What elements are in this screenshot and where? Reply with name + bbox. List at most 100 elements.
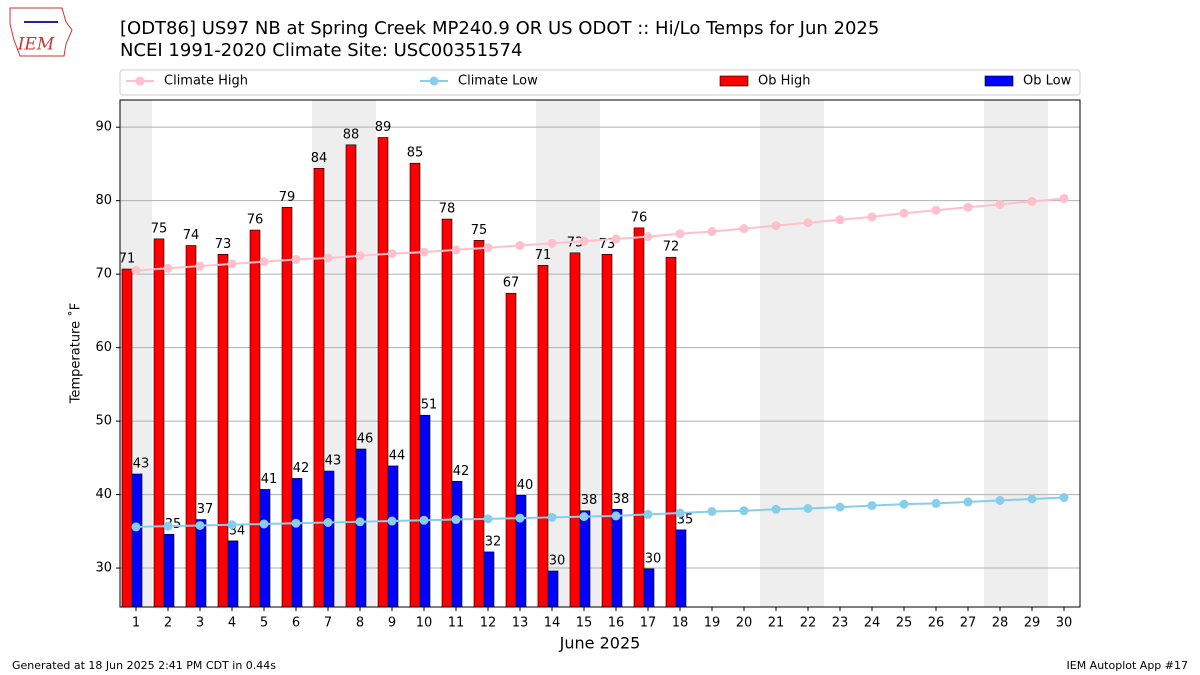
y-tick-label: 90 — [95, 120, 112, 135]
line-marker — [803, 218, 813, 228]
line-marker — [995, 495, 1005, 505]
bar — [515, 495, 527, 608]
bar — [441, 218, 453, 608]
bar — [633, 227, 645, 608]
x-tick-label: 8 — [356, 616, 364, 631]
value-label: 37 — [197, 502, 214, 517]
bar — [665, 256, 677, 608]
chart-title: [ODT86] US97 NB at Spring Creek MP240.9 … — [120, 18, 879, 39]
bar — [579, 510, 591, 608]
line-marker — [451, 245, 461, 255]
line-marker — [1059, 493, 1069, 503]
value-label: 42 — [453, 464, 470, 479]
bar — [387, 465, 399, 608]
line-marker — [643, 509, 653, 519]
y-tick-label: 70 — [95, 267, 112, 282]
line-marker — [1059, 193, 1069, 203]
line-marker — [963, 202, 973, 212]
legend-marker — [429, 76, 439, 86]
line-marker — [515, 240, 525, 250]
value-label: 85 — [407, 146, 424, 161]
y-tick-label: 40 — [95, 487, 112, 502]
x-tick-label: 26 — [928, 616, 945, 631]
line-marker — [163, 521, 173, 531]
x-tick-label: 1 — [132, 616, 140, 631]
x-tick-label: 24 — [864, 616, 881, 631]
bar — [473, 240, 485, 608]
x-tick-label: 17 — [640, 616, 657, 631]
line-marker — [803, 504, 813, 514]
line-marker — [259, 519, 269, 529]
line-marker — [771, 504, 781, 514]
value-label: 72 — [663, 240, 680, 255]
line-marker — [963, 497, 973, 507]
x-tick-label: 23 — [832, 616, 849, 631]
x-tick-label: 16 — [608, 616, 625, 631]
line-marker — [995, 199, 1005, 209]
value-label: 40 — [517, 478, 534, 493]
line-marker — [227, 259, 237, 269]
logo: IEM — [9, 7, 73, 57]
x-tick-label: 19 — [704, 616, 721, 631]
x-tick-label: 2 — [164, 616, 172, 631]
line-marker — [579, 236, 589, 246]
line-marker — [739, 506, 749, 516]
line-marker — [515, 513, 525, 523]
line-marker — [291, 254, 301, 264]
line-marker — [323, 253, 333, 263]
line-marker — [867, 212, 877, 222]
value-label: 78 — [439, 202, 456, 217]
line-marker — [163, 263, 173, 273]
value-label: 38 — [613, 492, 630, 507]
bar — [675, 529, 687, 608]
value-label: 71 — [119, 252, 136, 267]
x-tick-label: 6 — [292, 616, 300, 631]
x-tick-label: 12 — [480, 616, 497, 631]
x-tick-label: 25 — [896, 616, 913, 631]
value-label: 88 — [343, 127, 360, 142]
value-label: 89 — [375, 120, 392, 135]
bar — [643, 568, 655, 608]
bar — [249, 229, 261, 608]
bar — [217, 254, 229, 608]
x-axis-label: June 2025 — [559, 634, 641, 653]
value-label: 38 — [581, 493, 598, 508]
line-marker — [931, 498, 941, 508]
bar — [505, 292, 517, 608]
bar — [537, 265, 549, 608]
legend-box — [119, 69, 1081, 96]
bar — [281, 206, 293, 608]
x-tick-label: 14 — [544, 616, 561, 631]
bar — [291, 478, 303, 608]
line-marker — [483, 514, 493, 524]
x-tick-label: 29 — [1024, 616, 1041, 631]
legend-swatch — [719, 75, 749, 87]
x-tick-label: 22 — [800, 616, 817, 631]
weekend-shade — [760, 100, 792, 607]
line-marker — [227, 520, 237, 530]
line-marker — [643, 232, 653, 242]
value-label: 41 — [261, 472, 278, 487]
bar — [313, 168, 325, 608]
line-marker — [899, 208, 909, 218]
x-tick-label: 9 — [388, 616, 396, 631]
weekend-shade — [984, 100, 1016, 607]
y-tick-label: 80 — [95, 193, 112, 208]
value-label: 71 — [535, 248, 552, 263]
bar — [483, 551, 495, 608]
line-marker — [835, 215, 845, 225]
x-tick-label: 11 — [448, 616, 465, 631]
line-marker — [131, 265, 141, 275]
line-marker — [675, 229, 685, 239]
bar — [131, 473, 143, 608]
value-label: 43 — [133, 457, 150, 472]
value-label: 79 — [279, 190, 296, 205]
line-marker — [1027, 196, 1037, 206]
value-label: 73 — [215, 237, 232, 252]
logo-text: IEM — [17, 35, 55, 55]
x-tick-label: 10 — [416, 616, 433, 631]
line-marker — [675, 508, 685, 518]
line-marker — [291, 518, 301, 528]
logo-outline — [9, 7, 73, 57]
line-marker — [611, 511, 621, 521]
